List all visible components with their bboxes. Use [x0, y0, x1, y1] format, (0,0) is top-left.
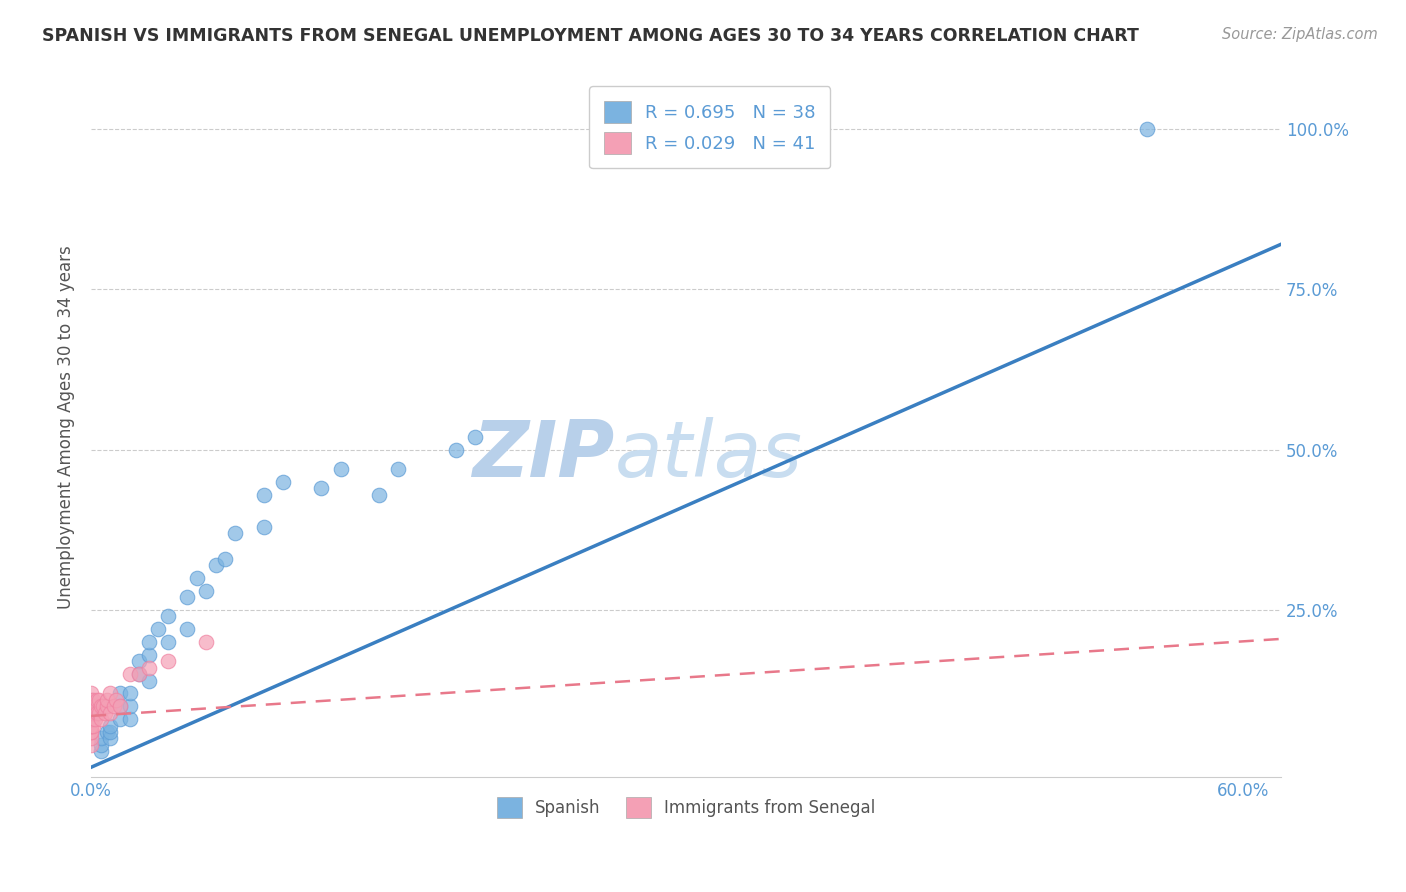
Point [128, 667, 150, 681]
Point [103, 699, 125, 714]
Point [80, 699, 103, 714]
Point [311, 481, 333, 495]
Point [80, 718, 103, 732]
Text: ZIP: ZIP [472, 417, 614, 493]
Point [128, 654, 150, 668]
Point [82, 706, 104, 720]
Point [108, 699, 131, 714]
Point [80, 706, 103, 720]
Text: atlas: atlas [614, 417, 803, 493]
Point [96, 693, 118, 707]
Point [118, 686, 141, 700]
Point [108, 712, 131, 726]
Point [118, 699, 141, 714]
Point [80, 706, 103, 720]
Point [387, 462, 409, 476]
Point [87, 693, 110, 707]
Point [148, 622, 170, 636]
Point [138, 635, 160, 649]
Point [205, 558, 228, 573]
Point [464, 430, 486, 444]
Point [156, 635, 179, 649]
Point [80, 699, 103, 714]
Point [186, 571, 208, 585]
Point [96, 725, 118, 739]
Point [195, 583, 218, 598]
Point [90, 699, 112, 714]
Point [90, 731, 112, 746]
Point [80, 693, 103, 707]
Point [118, 712, 141, 726]
Point [156, 654, 179, 668]
Point [84, 699, 107, 714]
Point [80, 725, 103, 739]
Point [80, 712, 103, 726]
Point [224, 526, 246, 541]
Point [80, 731, 103, 746]
Point [90, 738, 112, 752]
Point [128, 667, 150, 681]
Point [91, 699, 114, 714]
Point [80, 738, 103, 752]
Point [176, 591, 198, 605]
Point [138, 661, 160, 675]
Point [86, 693, 108, 707]
Point [98, 725, 121, 739]
Point [80, 712, 103, 726]
Point [108, 686, 131, 700]
Point [80, 686, 103, 700]
Point [329, 462, 352, 476]
Y-axis label: Unemployment Among Ages 30 to 34 years: Unemployment Among Ages 30 to 34 years [58, 245, 75, 609]
Point [444, 442, 467, 457]
Point [214, 551, 236, 566]
Point [98, 731, 121, 746]
Point [90, 712, 112, 726]
Point [84, 712, 107, 726]
Point [98, 686, 121, 700]
Point [138, 673, 160, 688]
Point [253, 519, 276, 533]
Text: SPANISH VS IMMIGRANTS FROM SENEGAL UNEMPLOYMENT AMONG AGES 30 TO 34 YEARS CORREL: SPANISH VS IMMIGRANTS FROM SENEGAL UNEMP… [42, 27, 1139, 45]
Point [98, 706, 121, 720]
Point [118, 667, 141, 681]
Point [156, 609, 179, 624]
Point [80, 718, 103, 732]
Point [80, 712, 103, 726]
Point [271, 475, 294, 489]
Point [93, 706, 115, 720]
Point [82, 718, 104, 732]
Point [87, 706, 110, 720]
Legend: Spanish, Immigrants from Senegal: Spanish, Immigrants from Senegal [491, 791, 882, 824]
Point [80, 699, 103, 714]
Point [108, 699, 131, 714]
Point [82, 693, 104, 707]
Point [195, 635, 218, 649]
Text: Source: ZipAtlas.com: Source: ZipAtlas.com [1222, 27, 1378, 42]
Point [105, 693, 128, 707]
Point [368, 487, 391, 501]
Point [98, 718, 121, 732]
Point [253, 487, 276, 501]
Point [90, 744, 112, 758]
Point [86, 706, 108, 720]
Point [1136, 121, 1159, 136]
Point [96, 699, 118, 714]
Point [176, 622, 198, 636]
Point [80, 725, 103, 739]
Point [138, 648, 160, 662]
